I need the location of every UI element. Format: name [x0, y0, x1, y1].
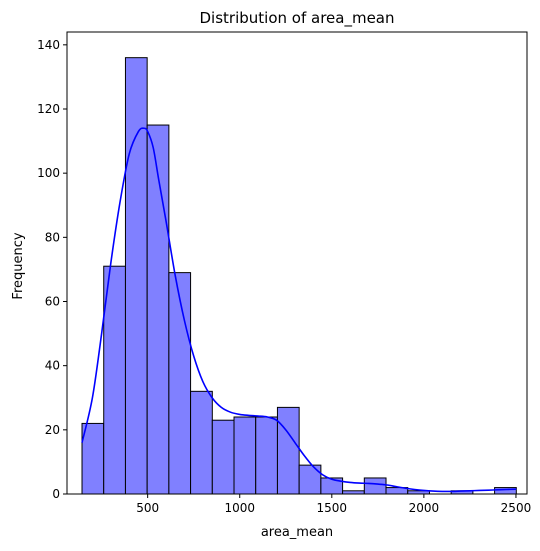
- histogram-bar: [81, 422, 105, 495]
- y-tick-label: 140: [37, 38, 60, 52]
- histogram-bar: [255, 416, 278, 495]
- histogram-bar: [298, 464, 322, 495]
- y-axis-label: Frequency: [11, 232, 26, 299]
- histogram-bar: [103, 265, 126, 495]
- histogram-bar: [211, 419, 235, 495]
- histogram-bar: [276, 406, 300, 495]
- y-tick-label: 60: [45, 295, 60, 309]
- x-axis-label: area_mean: [261, 525, 333, 540]
- histogram-bar: [363, 477, 387, 495]
- x-tick-label: 2000: [409, 501, 440, 515]
- x-tick-label: 1500: [317, 501, 348, 515]
- kde-group: [81, 127, 517, 493]
- x-tick-label: 500: [136, 501, 159, 515]
- kde-line: [81, 127, 517, 493]
- y-tick-label: 80: [45, 230, 60, 244]
- x-tick-label: 1000: [224, 501, 255, 515]
- y-ticks-group: 0 20 40 60 80 100 120 140: [37, 38, 67, 501]
- histogram-bar: [190, 390, 213, 495]
- histogram-bar: [124, 57, 148, 495]
- plot-frame: [66, 31, 528, 495]
- x-tick-label: 2500: [501, 501, 532, 515]
- y-tick-label: 40: [45, 359, 60, 373]
- histogram-bar: [146, 124, 170, 495]
- histogram-bar: [168, 272, 192, 495]
- chart-title: Distribution of area_mean: [200, 9, 395, 28]
- y-tick-label: 0: [52, 487, 60, 501]
- histogram-bar: [233, 416, 257, 495]
- y-tick-label: 120: [37, 102, 60, 116]
- y-tick-label: 20: [45, 423, 60, 437]
- y-tick-label: 100: [37, 166, 60, 180]
- x-ticks-group: 500 1000 1500 2000 2500: [136, 494, 531, 515]
- bars-group: [81, 57, 517, 495]
